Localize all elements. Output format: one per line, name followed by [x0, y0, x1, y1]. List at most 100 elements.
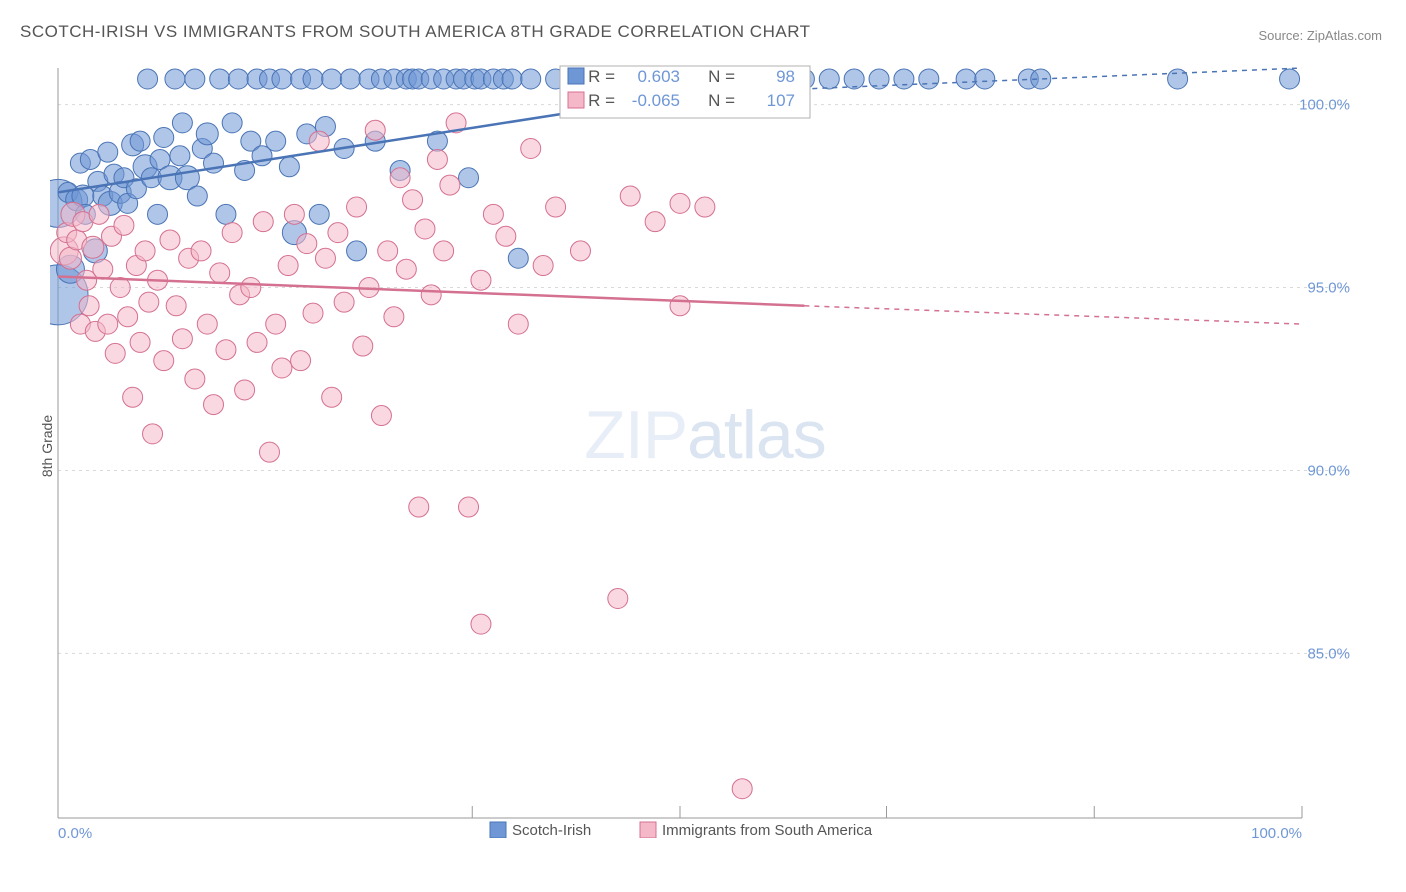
data-point	[130, 332, 150, 352]
data-point	[154, 351, 174, 371]
stats-n-label: N =	[708, 91, 735, 110]
legend-swatch	[490, 822, 506, 838]
data-point	[459, 497, 479, 517]
data-point	[695, 197, 715, 217]
legend-swatch	[640, 822, 656, 838]
data-point	[670, 296, 690, 316]
data-point	[303, 69, 323, 89]
stats-r-value: 0.603	[637, 67, 680, 86]
data-point	[608, 588, 628, 608]
data-point	[403, 190, 423, 210]
legend-label: Scotch-Irish	[512, 822, 591, 838]
data-point	[502, 69, 522, 89]
data-point	[347, 197, 367, 217]
data-point	[483, 204, 503, 224]
stats-n-label: N =	[708, 67, 735, 86]
data-point	[508, 248, 528, 268]
data-point	[114, 215, 134, 235]
data-point	[241, 278, 261, 298]
data-point	[508, 314, 528, 334]
scatter-plot-svg: ZIPatlas R = 0.603 N = 98 R = -0.065 N = 107 85…	[50, 58, 1360, 838]
data-point	[347, 241, 367, 261]
legend-label: Immigrants from South America	[662, 822, 873, 838]
data-point	[956, 69, 976, 89]
data-point	[210, 69, 230, 89]
data-point	[253, 212, 273, 232]
stats-r-label: R =	[588, 91, 615, 110]
svg-text:90.0%: 90.0%	[1307, 462, 1350, 479]
data-point	[130, 131, 150, 151]
data-point	[138, 69, 158, 89]
data-point	[645, 212, 665, 232]
data-point	[894, 69, 914, 89]
data-point	[187, 186, 207, 206]
data-point	[570, 241, 590, 261]
data-point	[110, 278, 130, 298]
stats-box: R = 0.603 N = 98 R = -0.065 N = 107	[560, 66, 810, 118]
data-point	[471, 270, 491, 290]
data-point	[390, 168, 410, 188]
stats-n-value: 98	[776, 67, 795, 86]
data-point	[143, 424, 163, 444]
data-point	[521, 69, 541, 89]
data-point	[409, 497, 429, 517]
data-point	[353, 336, 373, 356]
data-point	[170, 146, 190, 166]
data-point	[434, 241, 454, 261]
data-point	[105, 343, 125, 363]
stats-n-value: 107	[767, 91, 795, 110]
stats-swatch	[568, 92, 584, 108]
data-point	[166, 296, 186, 316]
chart-title: SCOTCH-IRISH VS IMMIGRANTS FROM SOUTH AM…	[20, 22, 811, 42]
svg-text:85.0%: 85.0%	[1307, 645, 1350, 662]
data-point	[427, 149, 447, 169]
y-tick-labels: 85.0%90.0%95.0%100.0%	[1299, 97, 1350, 663]
trend-line-dashed	[804, 306, 1302, 324]
data-point	[172, 329, 192, 349]
data-point	[210, 263, 230, 283]
data-point	[279, 157, 299, 177]
data-point	[440, 175, 460, 195]
data-point	[315, 248, 335, 268]
data-point	[471, 614, 491, 634]
data-point	[421, 285, 441, 305]
data-point	[272, 358, 292, 378]
data-point	[670, 193, 690, 213]
data-point	[247, 332, 267, 352]
data-point	[82, 236, 104, 258]
svg-text:0.0%: 0.0%	[58, 825, 92, 838]
data-point	[165, 69, 185, 89]
data-point	[222, 113, 242, 133]
data-point	[291, 351, 311, 371]
data-point	[371, 406, 391, 426]
data-point	[197, 314, 217, 334]
stats-r-label: R =	[588, 67, 615, 86]
watermark: ZIPatlas	[584, 397, 825, 473]
data-point	[975, 69, 995, 89]
data-point	[328, 223, 348, 243]
data-point	[303, 303, 323, 323]
data-point	[118, 307, 138, 327]
svg-text:100.0%: 100.0%	[1299, 97, 1350, 114]
data-point	[204, 395, 224, 415]
data-point	[278, 256, 298, 276]
data-point	[496, 226, 516, 246]
stats-r-value: -0.065	[632, 91, 680, 110]
data-point	[228, 69, 248, 89]
data-point	[154, 128, 174, 148]
data-point	[235, 380, 255, 400]
data-point	[185, 69, 205, 89]
data-point	[93, 259, 113, 279]
data-point	[98, 314, 118, 334]
data-point	[415, 219, 435, 239]
data-point	[732, 779, 752, 799]
data-point	[533, 256, 553, 276]
data-point	[191, 241, 211, 261]
plot-area: ZIPatlas R = 0.603 N = 98 R = -0.065 N = 107 85…	[50, 58, 1360, 838]
data-point	[297, 234, 317, 254]
data-point	[172, 113, 192, 133]
data-point	[259, 442, 279, 462]
data-point	[919, 69, 939, 89]
data-point	[284, 204, 304, 224]
data-point	[365, 120, 385, 140]
